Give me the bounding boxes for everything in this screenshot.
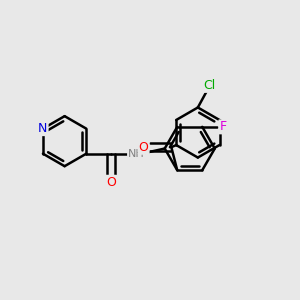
Text: N: N <box>38 122 48 135</box>
Text: F: F <box>219 120 226 134</box>
Text: O: O <box>106 176 116 189</box>
Text: Cl: Cl <box>203 79 216 92</box>
Text: NH: NH <box>128 149 145 159</box>
Text: O: O <box>139 141 148 154</box>
